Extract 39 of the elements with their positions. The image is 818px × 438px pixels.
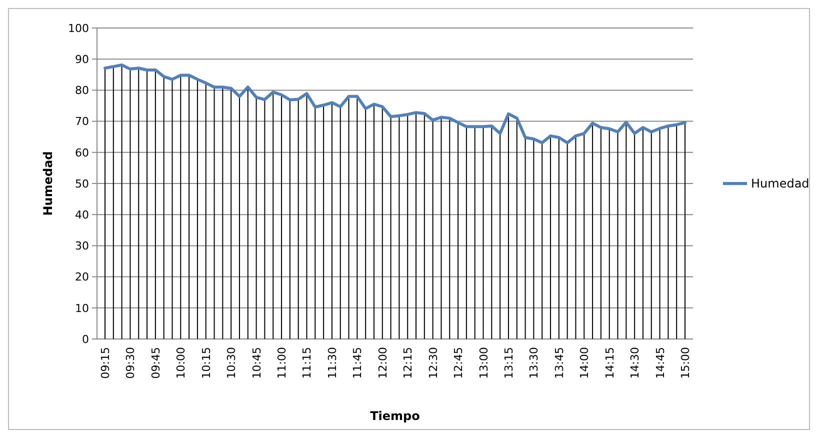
x-tick-label: 12:45 [452, 347, 466, 379]
x-tick-label: 13:00 [477, 347, 490, 379]
x-tick-label: 11:15 [300, 347, 314, 379]
y-tick-label: 30 [75, 240, 89, 253]
x-tick-label: 09:15 [99, 347, 112, 379]
x-tick-label: 09:45 [149, 347, 162, 379]
x-tick-label: 14:15 [603, 347, 616, 379]
x-tick-label: 12:00 [376, 347, 390, 379]
x-tick-label: 11:30 [326, 347, 339, 379]
y-tick-label: 10 [75, 302, 89, 315]
x-tick-label: 09:30 [124, 347, 138, 379]
y-tick-label: 90 [75, 52, 89, 66]
y-tick-label: 100 [68, 22, 89, 35]
x-tick-label: 14:45 [654, 347, 667, 379]
y-tick-label: 0 [82, 332, 89, 346]
y-tick-label: 60 [75, 146, 89, 160]
legend-label: Humedad [751, 176, 810, 191]
x-axis-title: Tiempo [370, 409, 420, 423]
line-series [104, 64, 686, 144]
y-tick-label: 50 [75, 177, 89, 190]
x-tick-label: 10:00 [174, 347, 188, 379]
x-tick-label: 10:30 [225, 347, 238, 379]
x-tick-label: 10:45 [250, 347, 264, 379]
x-tick-label: 13:15 [502, 347, 516, 379]
y-tick-label: 40 [75, 208, 89, 222]
y-tick-label: 70 [75, 115, 89, 128]
x-tick-label: 15:00 [679, 347, 692, 379]
x-tick-label: 11:00 [276, 347, 289, 379]
x-tick-label: 13:30 [528, 347, 541, 379]
y-axis-title: Humedad [41, 151, 55, 216]
y-tick-label: 80 [75, 84, 89, 98]
x-tick-label: 14:30 [628, 347, 642, 379]
x-tick-label: 14:00 [578, 347, 592, 379]
x-tick-label: 13:45 [552, 347, 566, 379]
x-tick-label: 10:15 [200, 347, 213, 379]
x-tick-label: 11:45 [351, 347, 364, 379]
x-tick-label: 12:15 [402, 347, 415, 379]
y-tick-label: 20 [75, 270, 89, 284]
x-tick-label: 12:30 [426, 347, 440, 379]
